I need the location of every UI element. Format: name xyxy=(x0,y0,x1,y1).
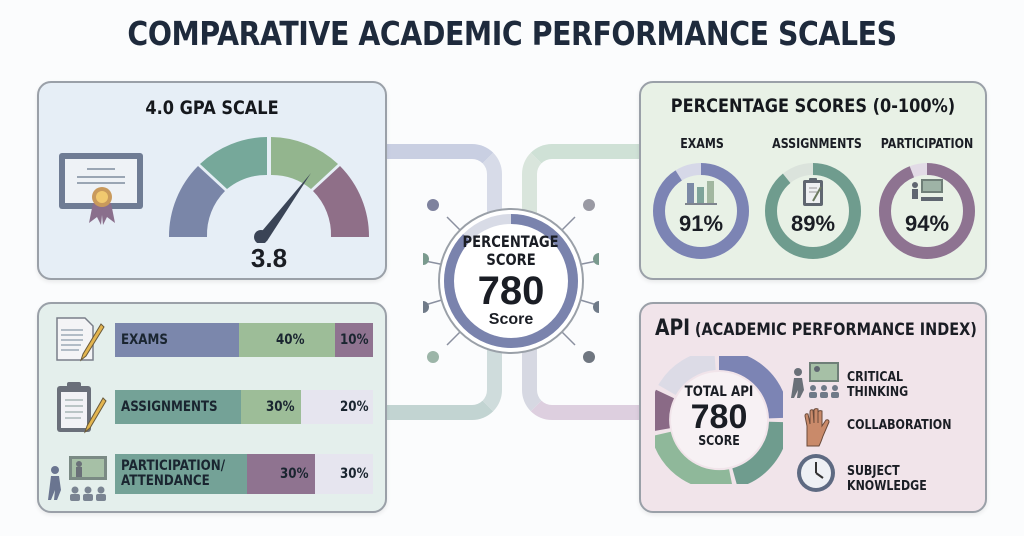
api-item-subject-knowledge: SUBJECT KNOWLEDGE xyxy=(847,464,927,494)
exams-bar-label: EXAMS xyxy=(115,323,239,357)
raised-hand-icon xyxy=(804,408,830,447)
participation-label: PARTICIPATION xyxy=(880,137,974,152)
percentage-score-hub xyxy=(423,199,599,363)
api-item-critical-thinking: CRITICAL THINKING xyxy=(847,370,909,400)
participation-bar-seg-30a: 30% xyxy=(247,454,315,494)
api-center-l1: TOTAL API xyxy=(684,384,754,400)
api-donut-center: TOTAL API 780 SCORE xyxy=(655,384,783,449)
certificate-icon xyxy=(59,153,143,225)
exams-value: 91% xyxy=(678,211,724,236)
exams-bar-seg-10: 10% xyxy=(335,323,373,357)
gpa-scale-panel: 4.0 GPA SCALE 3.8 xyxy=(37,81,387,280)
hub-sub: Score xyxy=(488,311,534,328)
classroom-icon xyxy=(791,362,839,398)
assignments-bar-seg-20: 20% xyxy=(301,390,373,424)
exams-label: EXAMS xyxy=(680,137,724,152)
api-panel: API (ACADEMIC PERFORMANCE INDEX) TOTAL A… xyxy=(639,302,987,513)
hub-line1: PERCENTAGE xyxy=(462,232,560,251)
bar-chart-icon xyxy=(685,181,717,205)
hub-value: 780 xyxy=(477,269,545,313)
participation-bar-seg-30b: 30% xyxy=(315,454,373,494)
participation-donut xyxy=(879,163,975,259)
exams-bar-seg-40: 40% xyxy=(239,323,335,357)
api-panel-title: API (ACADEMIC PERFORMANCE INDEX) xyxy=(655,316,977,341)
percentage-scores-panel: PERCENTAGE SCORES (0-100%) EXAMS ASSIGNM… xyxy=(639,81,987,280)
api-donut xyxy=(655,356,783,484)
hub-line2: SCORE xyxy=(486,250,536,269)
classroom-teacher-icon xyxy=(48,456,107,501)
assignments-bar-seg-30: 30% xyxy=(241,390,301,424)
clipboard-pencil-icon xyxy=(57,382,107,434)
hub-label: PERCENTAGE SCORE 780 Score xyxy=(423,193,599,369)
exams-donut xyxy=(653,163,749,259)
api-item-collaboration: COLLABORATION xyxy=(847,418,952,433)
assignments-label: ASSIGNMENTS xyxy=(772,137,862,152)
clipboard-icon xyxy=(803,178,823,206)
classroom-icon xyxy=(912,179,943,201)
weight-row-assignments: ASSIGNMENTS 30% 20% xyxy=(115,390,373,424)
gpa-panel-title: 4.0 GPA SCALE xyxy=(145,97,279,119)
page-title: COMPARATIVE ACADEMIC PERFORMANCE SCALES xyxy=(127,14,897,53)
clock-icon xyxy=(797,454,835,492)
assignments-donut xyxy=(765,163,861,259)
gpa-value: 3.8 xyxy=(250,243,288,273)
percentage-panel-title: PERCENTAGE SCORES (0-100%) xyxy=(670,95,956,117)
participation-value: 94% xyxy=(904,211,950,236)
weighting-panel: EXAMS 40% 10% ASSIGNMENTS 30% 20% PARTIC… xyxy=(37,302,387,513)
assignments-bar-label: ASSIGNMENTS xyxy=(115,390,241,424)
weight-row-participation: PARTICIPATION/ATTENDANCE 30% 30% xyxy=(115,454,373,494)
api-center-l2: SCORE xyxy=(698,434,740,449)
weight-row-exams: EXAMS 40% 10% xyxy=(115,323,373,357)
assignments-value: 89% xyxy=(790,211,836,236)
api-center-value: 780 xyxy=(690,398,748,436)
gpa-gauge xyxy=(168,137,370,243)
participation-bar-label: PARTICIPATION/ATTENDANCE xyxy=(115,454,247,494)
exam-paper-icon xyxy=(56,317,105,362)
